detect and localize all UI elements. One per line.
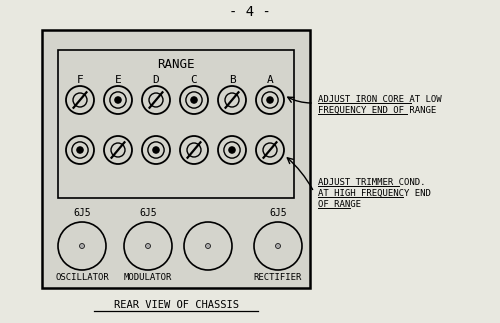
- Text: AT HIGH FREQUENCY END: AT HIGH FREQUENCY END: [318, 189, 431, 198]
- Circle shape: [267, 97, 273, 103]
- Text: FREQUENCY END OF RANGE: FREQUENCY END OF RANGE: [318, 106, 436, 115]
- Text: F: F: [76, 75, 84, 85]
- Text: RECTIFIER: RECTIFIER: [254, 274, 302, 283]
- Text: MODULATOR: MODULATOR: [124, 274, 172, 283]
- Text: RANGE: RANGE: [157, 57, 195, 70]
- Circle shape: [146, 244, 150, 248]
- Circle shape: [229, 147, 235, 153]
- Text: OSCILLATOR: OSCILLATOR: [55, 274, 109, 283]
- Bar: [42, 30, 310, 288]
- Circle shape: [77, 147, 83, 153]
- Bar: [58, 50, 294, 198]
- Text: C: C: [190, 75, 198, 85]
- Text: 6J5: 6J5: [139, 208, 157, 218]
- Text: D: D: [152, 75, 160, 85]
- Circle shape: [153, 147, 159, 153]
- Circle shape: [191, 97, 197, 103]
- Circle shape: [115, 97, 121, 103]
- Circle shape: [206, 244, 210, 248]
- Text: OF RANGE: OF RANGE: [318, 200, 361, 209]
- Text: REAR VIEW OF CHASSIS: REAR VIEW OF CHASSIS: [114, 300, 238, 310]
- Text: E: E: [114, 75, 121, 85]
- Text: 6J5: 6J5: [269, 208, 287, 218]
- Text: - 4 -: - 4 -: [229, 5, 271, 19]
- Text: 6J5: 6J5: [73, 208, 91, 218]
- Text: ADJUST IRON CORE AT LOW: ADJUST IRON CORE AT LOW: [318, 95, 442, 104]
- Text: ADJUST TRIMMER COND.: ADJUST TRIMMER COND.: [318, 178, 426, 187]
- Circle shape: [276, 244, 280, 248]
- Text: A: A: [266, 75, 274, 85]
- Text: B: B: [228, 75, 235, 85]
- Circle shape: [80, 244, 84, 248]
